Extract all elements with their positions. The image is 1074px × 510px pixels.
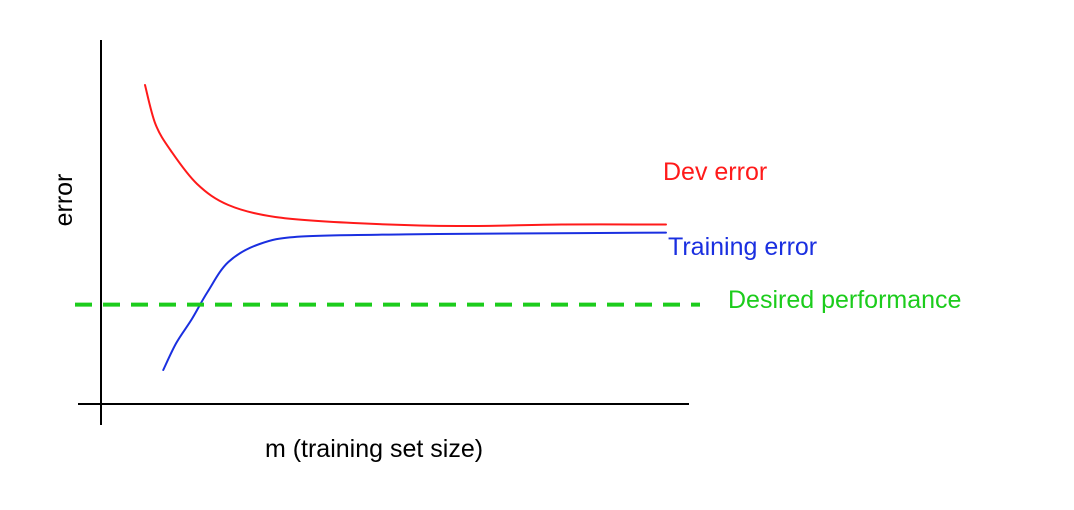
legend-training-error: Training error (668, 233, 817, 261)
legend-dev-error: Dev error (663, 158, 767, 186)
x-axis-label: m (training set size) (265, 435, 483, 463)
legend-desired-performance: Desired performance (728, 286, 961, 314)
series-layer (144, 84, 667, 371)
training-error-line (162, 231, 667, 371)
dev-error-line (144, 84, 667, 228)
y-axis-label: error (50, 174, 78, 227)
